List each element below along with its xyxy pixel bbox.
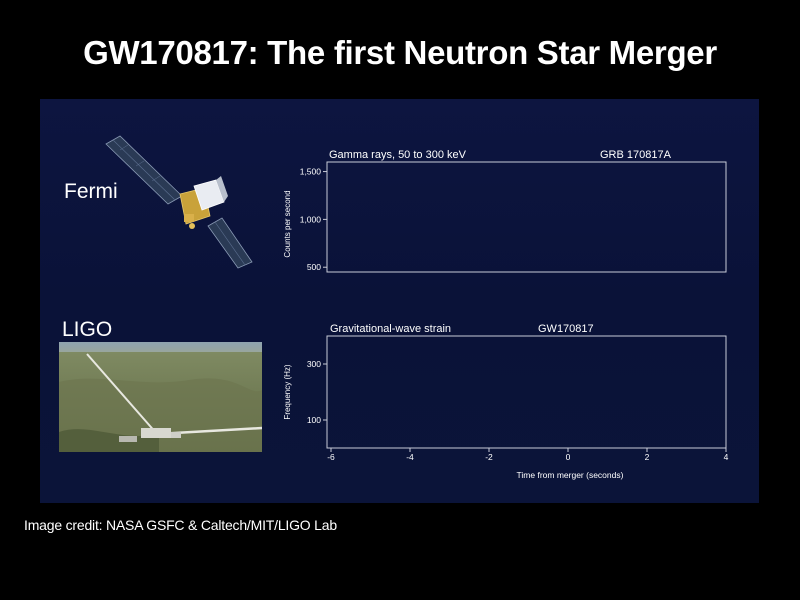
gw-x-axis-label: Time from merger (seconds) (517, 470, 624, 480)
gw-chart-title: Gravitational-wave strain (330, 323, 451, 335)
gamma-y-tick-label: 1,000 (300, 214, 322, 224)
slide-title: GW170817: The first Neutron Star Merger (83, 34, 717, 71)
gamma-y-tick-label: 1,500 (300, 167, 322, 177)
gw-strain-chart: Gravitational-wave strain GW170817 Frequ… (283, 323, 729, 480)
gw-x-tick-label: -6 (327, 452, 335, 462)
ligo-label: LIGO (62, 318, 113, 341)
gw-y-ticks: 100 300 (307, 359, 327, 425)
gw-plot-frame (326, 335, 727, 449)
gamma-y-tick-label: 500 (307, 262, 321, 272)
fermi-label: Fermi (64, 180, 118, 203)
gamma-y-axis-label: Counts per second (283, 190, 292, 257)
image-credit-caption: Image credit: NASA GSFC & Caltech/MIT/LI… (24, 517, 337, 533)
gamma-plot-frame (326, 161, 727, 273)
ligo-observatory-photo (59, 342, 262, 452)
gw-x-tick-label: 0 (566, 452, 571, 462)
gamma-ray-chart: Gamma rays, 50 to 300 keV GRB 170817A Co… (283, 149, 727, 273)
gw-x-tick-label: 2 (645, 452, 650, 462)
gw-x-tick-label: -2 (485, 452, 493, 462)
gamma-y-ticks: 500 1,000 1,500 (300, 167, 327, 272)
gw-y-tick-label: 100 (307, 415, 321, 425)
fermi-satellite-icon (105, 135, 253, 269)
gw-y-axis-label: Frequency (Hz) (283, 364, 292, 419)
gamma-chart-title: Gamma rays, 50 to 300 keV (329, 149, 467, 161)
gw-x-ticks: -6 -4 -2 0 2 4 (327, 448, 729, 462)
gw-chart-subtitle: GW170817 (538, 323, 594, 335)
gw-x-tick-label: 4 (724, 452, 729, 462)
gw-x-tick-label: -4 (406, 452, 414, 462)
gw-y-tick-label: 300 (307, 359, 321, 369)
gamma-chart-subtitle: GRB 170817A (600, 149, 672, 161)
